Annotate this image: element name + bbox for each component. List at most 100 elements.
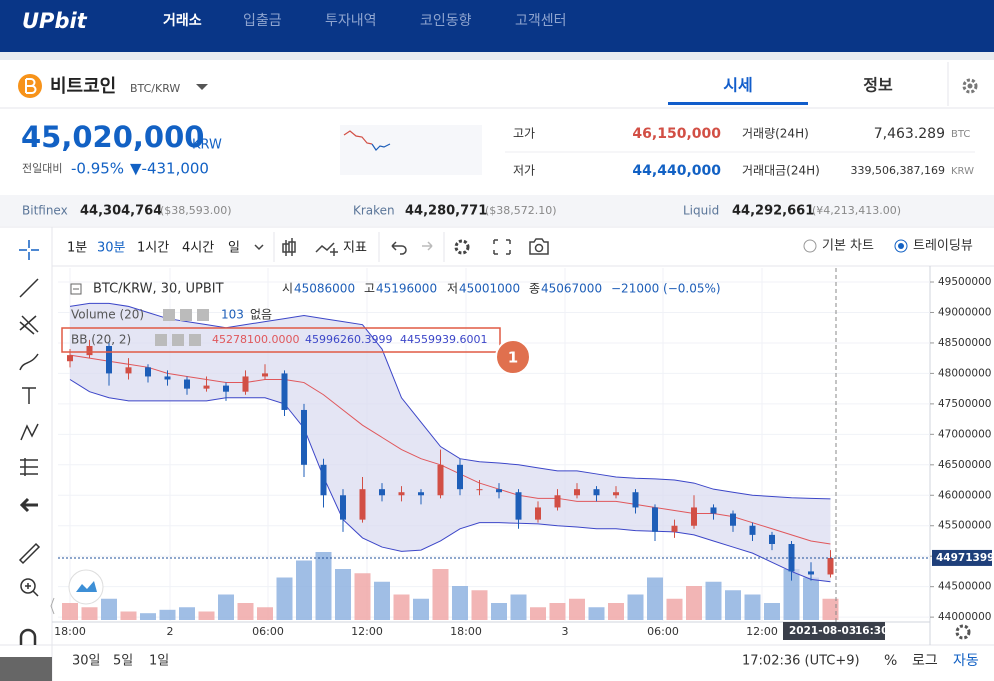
ohlc-label: 고 — [364, 282, 375, 296]
tab[interactable]: 시세 — [723, 76, 752, 95]
camera-icon[interactable] — [529, 238, 549, 255]
candle-body — [437, 464, 444, 496]
tool-footer — [0, 657, 52, 681]
range-button[interactable]: 5일 — [113, 654, 133, 669]
collapse-arrow[interactable] — [50, 597, 55, 615]
last-price-label: 44971399 — [936, 552, 994, 564]
chevron[interactable] — [254, 244, 264, 251]
volume-bar — [140, 613, 156, 620]
undo-icon[interactable] — [391, 241, 407, 255]
chart: 4400000044500000450000004550000046000000… — [54, 268, 994, 638]
volume-bar — [510, 594, 527, 620]
volume-bar — [666, 598, 683, 620]
interval[interactable]: 4시간 — [182, 241, 214, 256]
volume-bar — [705, 581, 722, 620]
ohlc-value: 45196000 — [376, 282, 437, 296]
stat-label: 고가 — [513, 127, 535, 141]
radio[interactable] — [803, 239, 817, 253]
last-price-tag — [932, 549, 992, 566]
candle-type-icon[interactable] — [282, 238, 296, 256]
candle-body — [164, 376, 171, 380]
legend-icon[interactable] — [189, 334, 201, 346]
interval[interactable]: 1분 — [67, 241, 87, 256]
chart-type[interactable]: 트레이딩뷰 — [913, 239, 973, 254]
exchange-foreign: ($38,572.10) — [485, 204, 557, 217]
interval[interactable]: 1시간 — [137, 241, 169, 256]
y-tick-label: 48500000 — [938, 337, 991, 349]
volume-legend-value: 103 — [221, 308, 244, 322]
brush-tool[interactable] — [19, 353, 39, 371]
legend-icon[interactable] — [180, 309, 192, 321]
text-tool[interactable] — [22, 387, 36, 404]
candle-body — [515, 492, 522, 520]
nav-item[interactable]: 투자내역 — [325, 13, 377, 29]
tab-underline — [668, 102, 808, 105]
volume-bar — [744, 594, 761, 620]
fib-tool[interactable] — [19, 315, 39, 335]
zoom-tool[interactable] — [20, 578, 36, 594]
legend-icon[interactable] — [172, 334, 184, 346]
candle-body — [86, 345, 93, 356]
bb-value: 45996260.3999 — [305, 333, 392, 346]
magnet-tool[interactable] — [19, 628, 37, 645]
line-tool[interactable] — [19, 278, 39, 298]
axis-option[interactable]: 자동 — [953, 653, 979, 669]
settings-icon[interactable] — [962, 78, 978, 94]
nav-item[interactable]: 코인동향 — [420, 13, 472, 29]
legend-icon[interactable] — [163, 309, 175, 321]
exchange-price: 44,292,661 — [732, 204, 814, 219]
radio-dot — [898, 243, 904, 249]
tab[interactable]: 정보 — [863, 76, 893, 95]
volume-bar — [237, 603, 254, 620]
axis-option[interactable]: 로그 — [912, 653, 938, 669]
interval[interactable]: 30분 — [97, 241, 126, 256]
exchange-foreign: ($38,593.00) — [160, 204, 232, 217]
ohlc-label: 저 — [447, 282, 458, 296]
candle-body — [535, 507, 541, 520]
candle-body — [769, 534, 775, 545]
back-tool[interactable] — [19, 497, 38, 513]
pattern-tool[interactable] — [20, 423, 39, 441]
tv-logo[interactable] — [68, 569, 104, 605]
candle-body — [554, 495, 561, 508]
band-line — [69, 302, 831, 500]
dropdown-arrow[interactable] — [196, 84, 208, 90]
range-button[interactable]: 1일 — [149, 654, 169, 669]
volume-bar — [647, 577, 663, 620]
volume-bar — [393, 594, 410, 620]
settings-icon[interactable] — [454, 239, 470, 255]
legend-icon[interactable] — [197, 309, 209, 321]
indicator-icon[interactable] — [315, 242, 338, 256]
band-line — [69, 354, 831, 545]
volume-bar — [315, 552, 332, 620]
nav-item[interactable]: 입출금 — [243, 13, 282, 29]
measure-tool[interactable] — [20, 458, 38, 476]
nav-item[interactable]: 거래소 — [163, 13, 202, 29]
coin-name: 비트코인 — [50, 76, 116, 97]
volume-bar — [764, 603, 780, 620]
x-tick-label: 06:00 — [252, 625, 284, 638]
nav-item[interactable]: 고객센터 — [515, 13, 567, 29]
candle-body — [749, 525, 756, 535]
x-tick-label: 12:00 — [351, 625, 383, 638]
range-button[interactable]: 30일 — [72, 654, 101, 669]
ruler-tool[interactable] — [18, 542, 41, 565]
volume-legend-extra: 없음 — [250, 308, 272, 322]
stat-value: 46,150,000 — [632, 126, 721, 142]
chart-type[interactable]: 기본 차트 — [822, 239, 874, 254]
axis-option[interactable]: % — [884, 653, 897, 669]
volume-bar — [588, 607, 605, 620]
volume-bar — [179, 607, 195, 620]
redo-icon[interactable] — [422, 241, 433, 251]
interval[interactable]: 일 — [228, 241, 240, 256]
candle-body — [710, 507, 717, 514]
fullscreen-icon[interactable] — [493, 239, 511, 255]
legend-icon[interactable] — [155, 334, 167, 346]
volume-bar — [822, 598, 839, 620]
axis-settings[interactable] — [955, 624, 971, 640]
crosshair-tool[interactable] — [19, 240, 39, 260]
indicator-button[interactable]: 지표 — [343, 241, 367, 256]
y-tick-label: 49500000 — [938, 276, 991, 288]
symbol: BTC/KRW, 30, UPBIT — [93, 282, 224, 297]
